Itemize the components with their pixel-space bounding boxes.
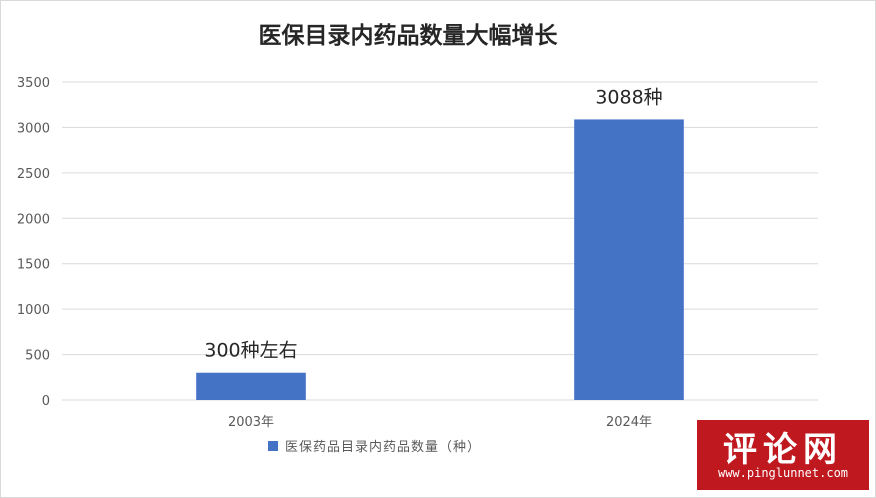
x-category-label: 2024年 bbox=[606, 415, 652, 430]
watermark-url: www.pinglunnet.com bbox=[717, 466, 849, 480]
data-label: 300种左右 bbox=[204, 340, 297, 362]
bar bbox=[574, 119, 684, 401]
watermark-title: 评论网 bbox=[723, 430, 843, 470]
data-label: 3088种 bbox=[595, 86, 662, 108]
y-tick-label: 0 bbox=[42, 394, 50, 409]
legend: 医保药品目录内药品数量（种） bbox=[268, 436, 481, 455]
x-category-label: 2003年 bbox=[228, 415, 274, 430]
bar bbox=[196, 372, 306, 400]
chart-title: 医保目录内药品数量大幅增长 bbox=[258, 23, 558, 49]
watermark-logo: 评论网 www.pinglunnet.com bbox=[697, 420, 869, 490]
legend-label: 医保药品目录内药品数量（种） bbox=[285, 440, 482, 455]
legend-swatch bbox=[268, 440, 278, 451]
y-tick-label: 3500 bbox=[17, 76, 50, 91]
y-tick-label: 3000 bbox=[17, 121, 50, 136]
y-tick-label: 2500 bbox=[17, 167, 50, 182]
y-tick-label: 1500 bbox=[17, 258, 50, 273]
y-tick-label: 1000 bbox=[17, 303, 50, 318]
y-tick-label: 500 bbox=[25, 349, 50, 364]
y-tick-label: 2000 bbox=[17, 212, 50, 227]
